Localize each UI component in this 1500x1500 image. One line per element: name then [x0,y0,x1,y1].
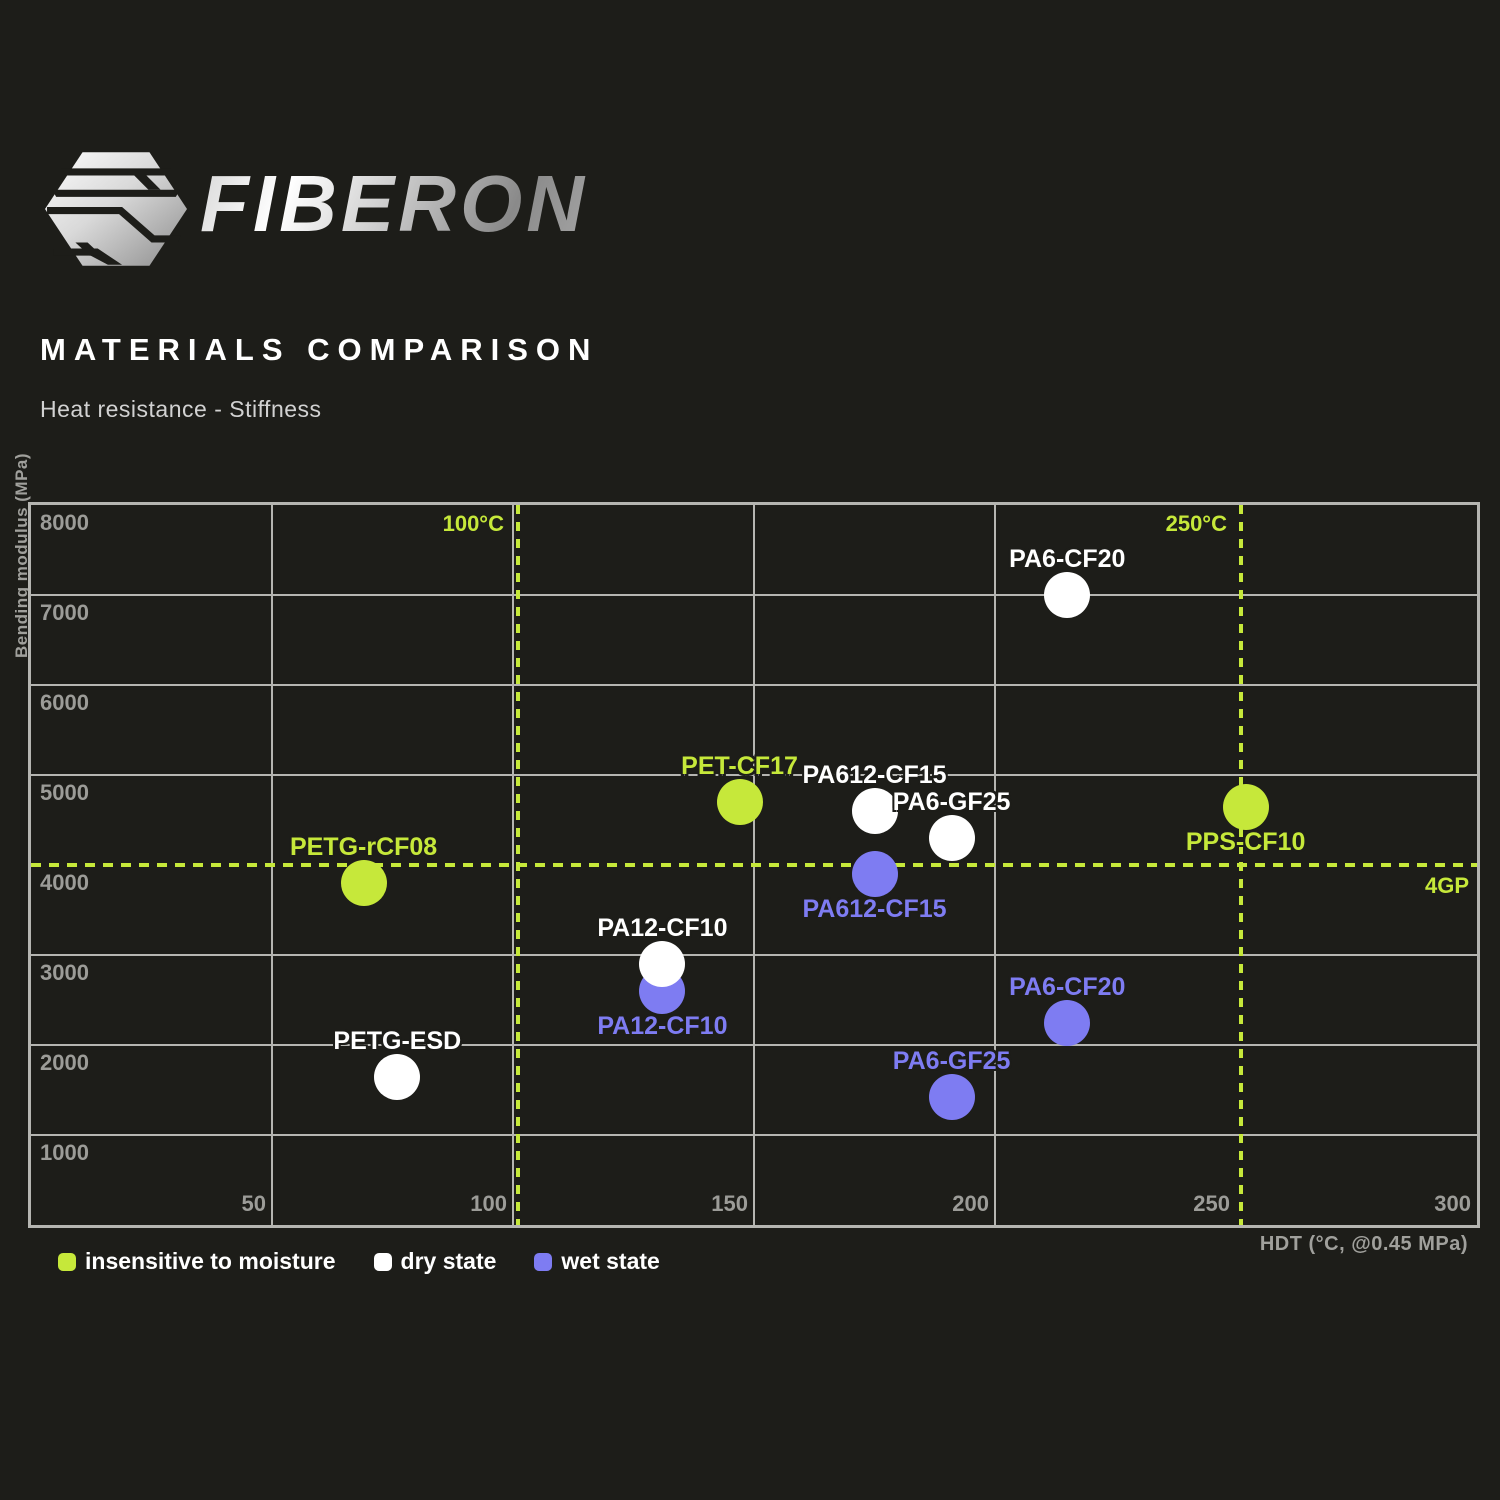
data-point-pa6-cf20-dry-state [1044,572,1091,618]
gridline-y-5000 [31,774,1477,776]
x-tick-label-250: 250 [1193,1191,1230,1216]
x-tick-label-150: 150 [711,1191,748,1216]
ref-line-4gp [31,863,1477,867]
brand-wordmark: FIBERON [200,154,588,254]
data-point-label-pet-cf17-insensitive-to-moisture: PET-CF17 [681,752,798,780]
x-tick-label-100: 100 [470,1191,507,1216]
legend-swatch-insensitive-to-moisture [58,1252,76,1271]
data-point-label-pa12-cf10-wet-state: PA12-CF10 [597,1012,728,1040]
y-tick-label-4000: 4000 [40,870,89,895]
legend-item-dry-state: dry state [373,1248,497,1275]
data-point-pa6-gf25-dry-state [928,815,975,861]
data-point-pet-cf17-insensitive-to-moisture [716,779,763,825]
legend-item-wet-state: wet state [534,1248,660,1275]
fiberon-logo-icon [45,152,187,266]
gridline-y-1000 [31,1134,1477,1136]
legend-swatch-dry-state [373,1252,392,1271]
legend-label-wet-state: wet state [561,1248,660,1274]
x-axis-title: HDT (°C, @0.45 MPa) [1259,1233,1468,1255]
data-point-label-pa12-cf10-dry-state: PA12-CF10 [597,914,728,942]
data-point-label-pa6-cf20-dry-state: PA6-CF20 [1009,545,1126,573]
data-point-pa6-cf20-wet-state [1044,999,1091,1046]
ref-line-label-4gp: 4GP [1424,873,1469,898]
data-point-pa12-cf10-dry-state [639,941,686,987]
data-point-petg-rcf08-insensitive-to-moisture [340,860,387,906]
y-tick-label-1000: 1000 [40,1140,89,1165]
data-point-label-petg-esd-dry-state: PETG-ESD [333,1026,462,1055]
y-tick-label-7000: 7000 [40,600,89,625]
data-point-petg-esd-dry-state [374,1053,421,1100]
x-tick-label-200: 200 [952,1191,989,1216]
data-point-label-petg-rcf08-insensitive-to-moisture: PETG-rCF08 [289,833,438,861]
legend-label-dry-state: dry state [400,1248,497,1274]
data-point-pa612-cf15-dry-state [851,788,898,834]
plot-area: 50 100 150 200 250 300 1000 2000 3000 4000 5000 600… [28,502,1480,1228]
y-tick-label-2000: 2000 [40,1050,89,1075]
gridline-y-6000 [31,684,1477,686]
data-point-pa6-gf25-wet-state [928,1074,975,1121]
data-point-label-pa612-cf15-wet-state: PA612-CF15 [802,895,947,923]
page-title: MATERIALS COMPARISON [40,332,599,367]
x-tick-label-300: 300 [1434,1191,1471,1216]
data-point-label-pps-cf10-insensitive-to-moisture: PPS-CF10 [1185,827,1306,856]
x-tick-label-50: 50 [241,1191,266,1216]
legend-item-insensitive-to-moisture: insensitive to moisture [58,1248,336,1275]
legend-swatch-wet-state [534,1252,553,1271]
data-point-pa612-cf15-wet-state [851,851,898,897]
data-point-label-pa6-cf20-wet-state: PA6-CF20 [1009,972,1126,1001]
gridline-y-2000 [31,1044,1477,1046]
page-subtitle: Heat resistance - Stiffness [40,396,322,422]
gridline-y-3000 [31,954,1477,956]
data-point-label-pa612-cf15-dry-state: PA612-CF15 [802,761,947,789]
data-point-pps-cf10-insensitive-to-moisture [1222,783,1269,830]
gridline-y-7000 [31,594,1477,596]
y-tick-label-3000: 3000 [40,960,89,985]
ref-line-label-250-c: 250°C [1165,511,1227,536]
ref-line-label-100-c: 100°C [442,511,504,536]
y-tick-label-8000: 8000 [40,510,89,535]
data-point-label-pa6-gf25-wet-state: PA6-GF25 [892,1047,1011,1076]
data-point-label-pa6-gf25-dry-state: PA6-GF25 [892,788,1011,816]
y-tick-label-5000: 5000 [40,780,89,805]
chart-legend: insensitive to moisture dry state wet stat… [58,1248,660,1275]
y-tick-label-6000: 6000 [40,690,89,715]
legend-label-insensitive-to-moisture: insensitive to moisture [85,1248,336,1274]
